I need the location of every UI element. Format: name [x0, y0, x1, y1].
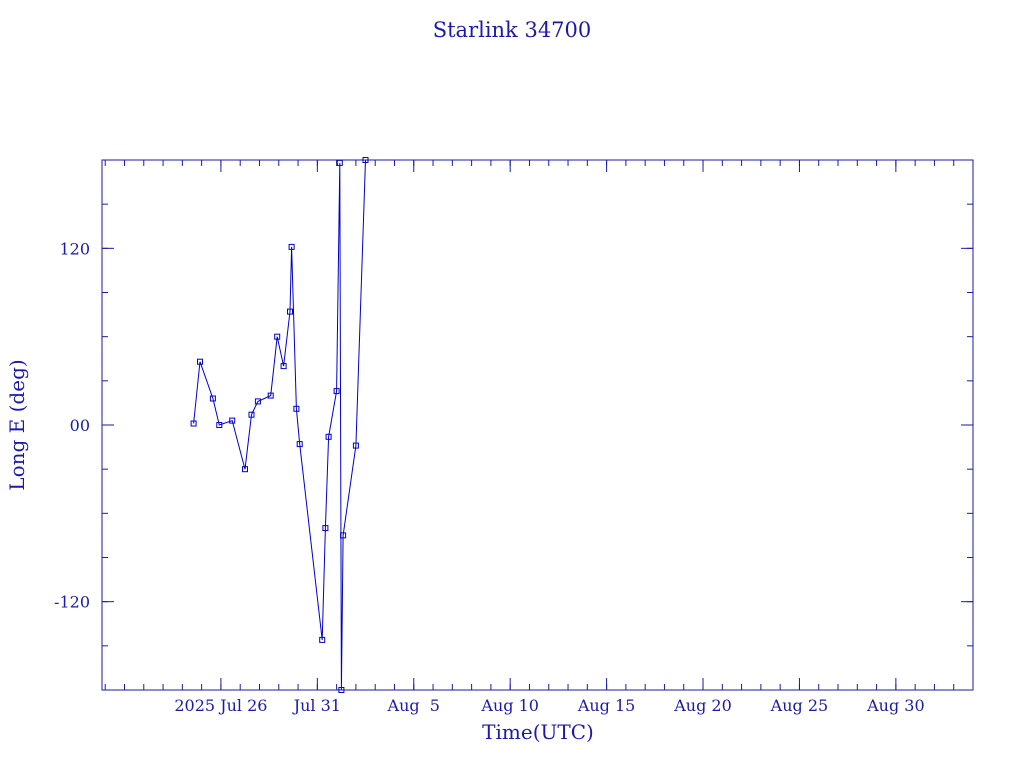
series-line	[193, 159, 366, 691]
data-point	[229, 417, 236, 424]
data-point	[209, 395, 216, 402]
x-tick-label: Aug 25	[770, 696, 829, 715]
data-point	[322, 525, 329, 532]
data-point	[254, 398, 261, 405]
x-tick-label: Aug 15	[577, 696, 636, 715]
x-tick-label: Aug 5	[387, 696, 440, 715]
chart-title: Starlink 34700	[433, 18, 592, 42]
x-tick-label: Aug 20	[673, 696, 732, 715]
data-point	[336, 159, 343, 166]
plot-frame	[101, 159, 974, 691]
data-point	[216, 422, 223, 428]
y-ticks: 120 00 -120	[54, 203, 973, 647]
data-point	[280, 363, 287, 370]
data-point	[340, 532, 347, 539]
data-point	[333, 388, 340, 395]
data-point	[352, 442, 359, 449]
data-point	[288, 243, 295, 250]
x-tick-label: Aug 10	[480, 696, 539, 715]
x-ticks: 2025 Jul 26 Jul 31 Aug 5 Aug 10 Aug 15 Aug 20…	[104, 160, 974, 715]
data-point	[242, 466, 248, 473]
x-axis-label: Time(UTC)	[482, 720, 594, 744]
x-tick-label: Jul 31	[292, 696, 341, 715]
data-point	[197, 358, 203, 365]
data-point	[325, 433, 332, 440]
y-tick-label: -120	[54, 593, 90, 612]
data-point	[319, 636, 326, 643]
data-point	[296, 441, 303, 448]
data-point	[338, 687, 345, 693]
data-point	[248, 411, 255, 418]
data-point	[362, 157, 369, 163]
data-point	[274, 333, 281, 340]
x-tick-label: 2025 Jul 26	[174, 696, 267, 715]
data-point	[190, 420, 197, 427]
data-point	[287, 308, 293, 315]
y-tick-label: 00	[70, 416, 90, 435]
data-point	[267, 392, 274, 399]
y-tick-label: 120	[59, 239, 90, 258]
y-axis-label: Long E (deg)	[5, 359, 29, 490]
data-series	[190, 157, 369, 693]
x-tick-label: Aug 30	[866, 696, 925, 715]
data-point	[293, 405, 300, 412]
